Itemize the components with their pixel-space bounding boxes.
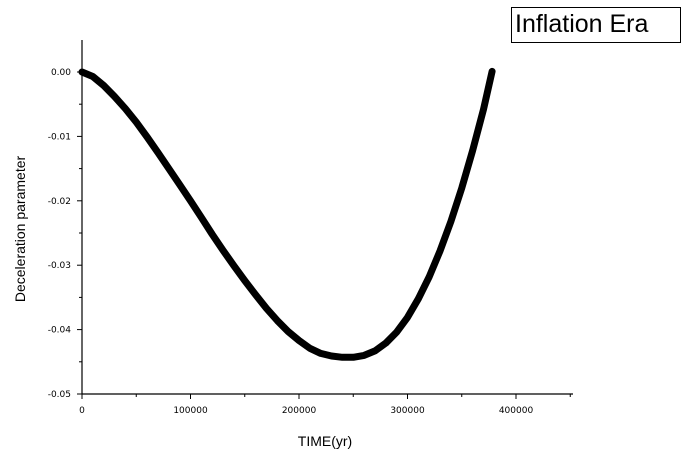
- plot-area: [78, 40, 573, 395]
- x-tick-label: 0: [79, 406, 85, 416]
- series-line: [78, 67, 496, 361]
- y-tick-label: -0.04: [48, 326, 72, 336]
- y-tick-label: -0.05: [48, 390, 71, 400]
- y-axis-ticks: 0.00 -0.01 -0.02 -0.03 -0.04 -0.05: [48, 68, 82, 400]
- x-axis-title: TIME(yr): [298, 433, 352, 449]
- y-tick-label: 0.00: [51, 68, 71, 78]
- y-tick-label: -0.01: [48, 132, 71, 142]
- y-tick-label: -0.03: [48, 261, 71, 271]
- y-axis-title: Deceleration parameter: [12, 156, 28, 303]
- x-tick-label: 200000: [282, 406, 317, 416]
- y-tick-label: -0.02: [48, 197, 71, 207]
- x-tick-label: 100000: [173, 406, 208, 416]
- chart-title: Inflation Era: [515, 10, 649, 38]
- x-tick-label: 400000: [499, 406, 534, 416]
- x-axis-ticks: 0 100000 200000 300000 400000: [79, 394, 571, 416]
- x-tick-label: 300000: [390, 406, 425, 416]
- chart-title-box: Inflation Era: [511, 7, 681, 43]
